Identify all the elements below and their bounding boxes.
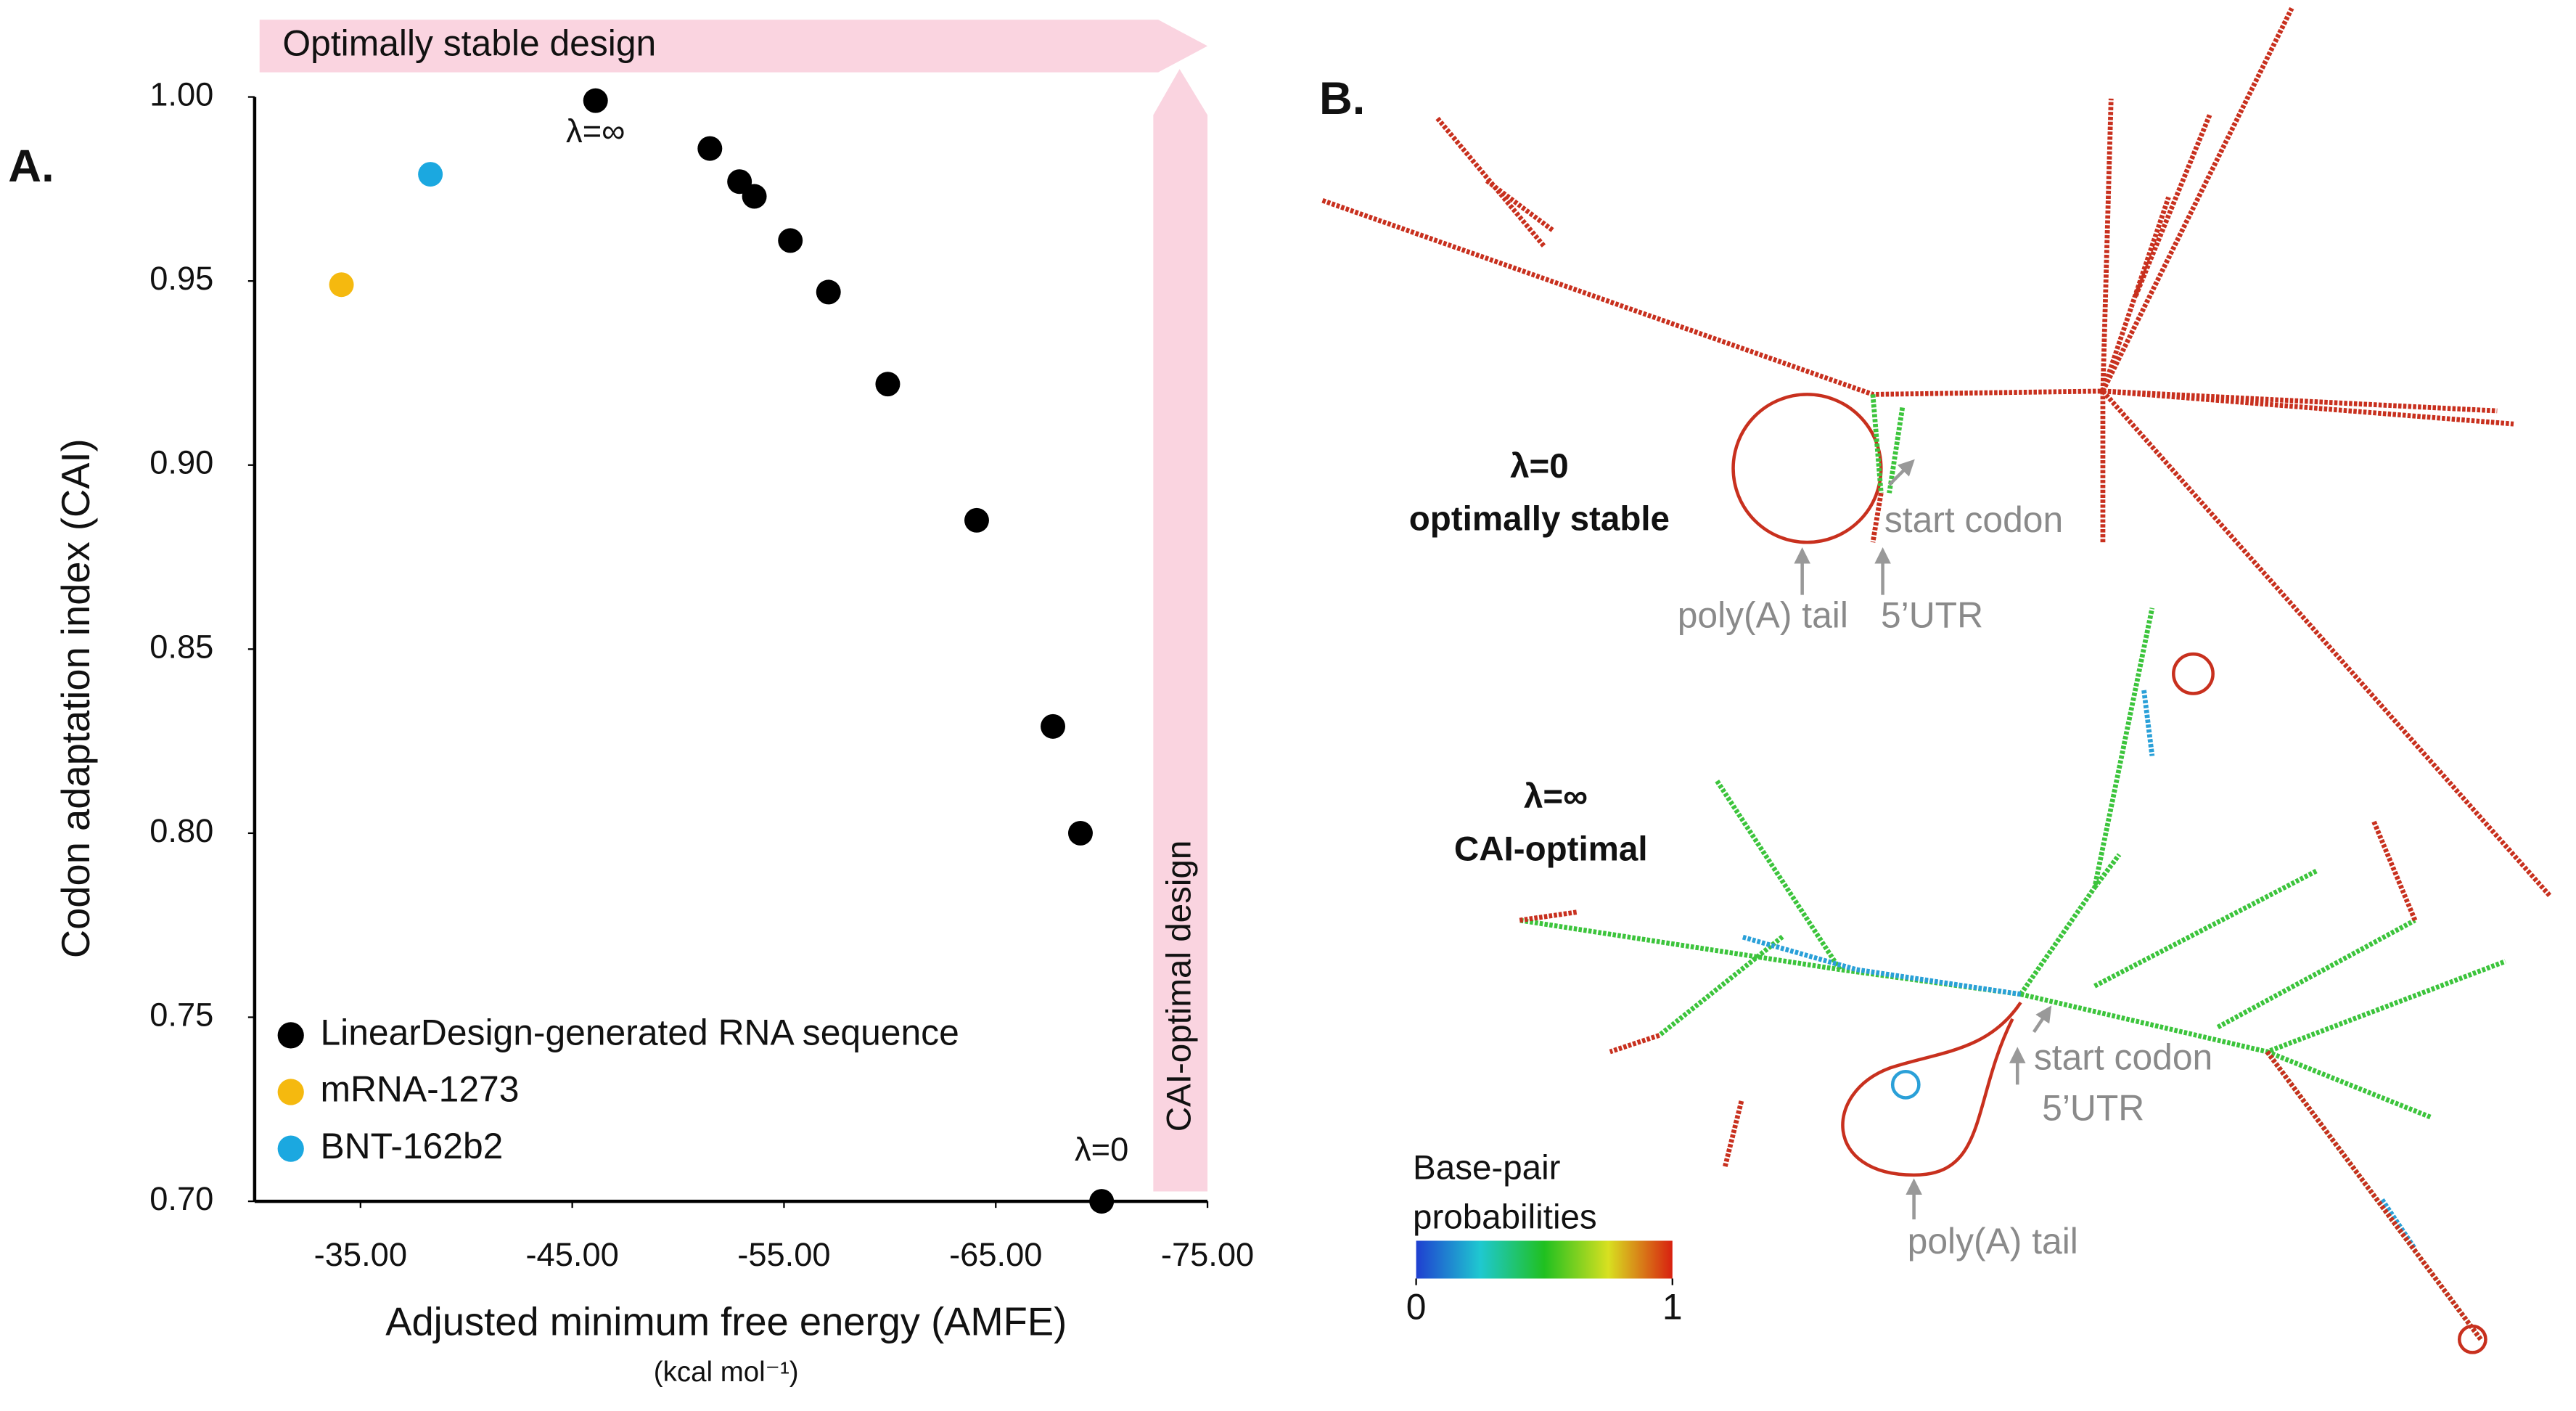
- rna-structure-top: [1321, 7, 2552, 898]
- structure-title: CAI-optimal: [1454, 830, 1648, 868]
- x-axis-title: Adjusted minimum free energy (AMFE): [385, 1299, 1067, 1343]
- arrow-label: CAI-optimal design: [1160, 841, 1198, 1132]
- y-tick-label: 0.90: [149, 444, 213, 481]
- point: [697, 136, 723, 161]
- legend-marker: [277, 1135, 304, 1162]
- rna-structure-bottom: [1519, 608, 2506, 1354]
- point: [964, 507, 989, 533]
- y-tick-label: 1.00: [149, 76, 213, 113]
- pointer: [2032, 1005, 2052, 1034]
- y-tick-label: 0.75: [149, 996, 213, 1033]
- y-tick-label: 0.95: [149, 260, 213, 297]
- colorbar-title: probabilities: [1413, 1198, 1597, 1237]
- arrow-label: Optimally stable design: [282, 23, 656, 64]
- x-axis-unit: (kcal mol⁻¹): [654, 1357, 799, 1388]
- y-tick-label: 0.70: [149, 1180, 213, 1217]
- colorbar-tick-label: 0: [1406, 1287, 1427, 1328]
- y-tick-label: 0.85: [149, 628, 213, 665]
- legend-label: mRNA-1273: [320, 1069, 519, 1110]
- point: [1089, 1189, 1115, 1214]
- structure-title: λ=∞: [1524, 777, 1588, 816]
- annotation: λ=0: [1075, 1131, 1128, 1168]
- structure-label: 5’UTR: [2042, 1088, 2144, 1129]
- legend-label: BNT-162b2: [320, 1126, 503, 1166]
- point: [875, 372, 901, 397]
- point: [418, 162, 443, 187]
- legend-marker: [277, 1079, 304, 1105]
- x-tick-label: -55.00: [737, 1236, 830, 1273]
- x-tick-label: -35.00: [314, 1236, 407, 1273]
- structure-title: λ=0: [1510, 447, 1569, 486]
- x-tick-label: -45.00: [525, 1236, 618, 1273]
- point: [816, 279, 841, 305]
- structure-label: start codon: [1884, 499, 2063, 540]
- point: [778, 228, 803, 253]
- point: [329, 272, 354, 298]
- point: [742, 184, 767, 209]
- colorbar-title: Base-pair: [1413, 1149, 1561, 1187]
- y-tick-label: 0.80: [149, 812, 213, 849]
- y-axis-title: Codon adaptation index (CAI): [54, 438, 98, 958]
- point: [583, 88, 608, 113]
- legend-marker: [277, 1022, 304, 1049]
- panel-label: A.: [8, 141, 54, 192]
- x-tick-label: -65.00: [949, 1236, 1042, 1273]
- legend-label: LinearDesign-generated RNA sequence: [320, 1013, 959, 1053]
- colorbar: [1416, 1240, 1673, 1279]
- panel-label: B.: [1319, 73, 1365, 124]
- structure-label: 5’UTR: [1881, 594, 1983, 635]
- stable-arrow: [259, 20, 1208, 73]
- point: [1067, 820, 1093, 846]
- structure-label: poly(A) tail: [1678, 594, 1848, 635]
- cai-arrow: [1153, 69, 1208, 1192]
- point: [1041, 713, 1066, 739]
- x-tick-label: -75.00: [1161, 1236, 1254, 1273]
- structure-title: optimally stable: [1409, 499, 1670, 538]
- structure-label: start codon: [2034, 1037, 2212, 1078]
- pointer: [1888, 459, 1915, 486]
- annotation: λ=∞: [566, 113, 625, 150]
- colorbar-tick-label: 1: [1662, 1287, 1683, 1328]
- structure-label: poly(A) tail: [1908, 1221, 2078, 1261]
